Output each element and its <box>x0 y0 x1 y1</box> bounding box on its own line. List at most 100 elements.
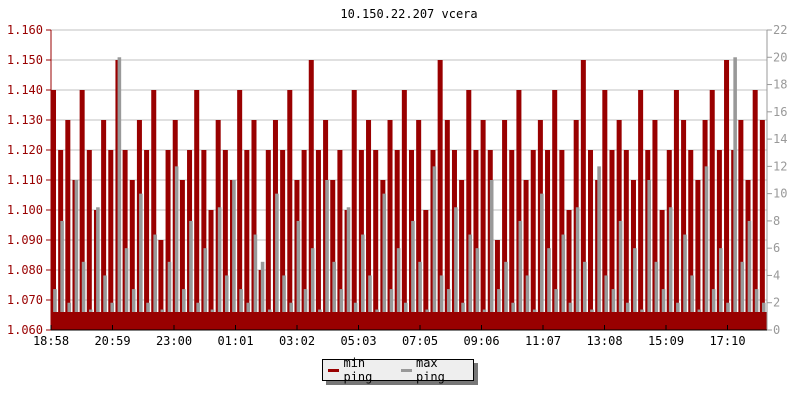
left-tick-label: 1.150 <box>7 53 43 67</box>
max-ping-bar <box>361 234 365 330</box>
min-ping-bar <box>602 90 608 330</box>
min-ping-bar <box>251 120 257 330</box>
max-ping-bar <box>217 207 222 330</box>
min-ping-bar <box>108 150 114 330</box>
max-ping-bar <box>382 193 387 330</box>
left-tick-label: 1.100 <box>7 203 43 217</box>
right-tick-label: 22 <box>773 23 787 37</box>
legend-item-min-ping: min ping <box>328 356 395 384</box>
min-ping-bar <box>165 150 171 330</box>
x-tick-label: 23:00 <box>156 334 192 348</box>
min-ping-bar <box>244 150 250 330</box>
max-ping-bar <box>747 220 752 330</box>
min-ping-bar <box>337 150 343 330</box>
max-ping-bar <box>296 220 301 330</box>
legend-label: max ping <box>415 356 445 384</box>
max-ping-bar <box>454 207 458 330</box>
min-ping-bar <box>738 120 744 330</box>
x-tick-label: 18:58 <box>33 334 69 348</box>
max-ping-bar <box>60 220 64 330</box>
max-ping-bar <box>582 261 587 330</box>
left-tick-label: 1.090 <box>7 233 43 247</box>
right-tick-label: 8 <box>773 214 780 228</box>
x-tick-label: 11:07 <box>525 334 561 348</box>
min-ping-bar <box>724 60 730 330</box>
min-ping-bar <box>416 120 422 330</box>
legend: min ping max ping <box>322 356 474 384</box>
min-ping-bar <box>301 150 307 330</box>
max-ping-bar <box>597 166 601 330</box>
max-ping-bar <box>339 289 344 330</box>
min-ping-bar <box>86 150 92 330</box>
chart-title: 10.150.22.207 vcera <box>340 7 477 21</box>
min-ping-bar <box>401 90 407 330</box>
min-ping-bar <box>681 120 687 330</box>
right-tick-label: 14 <box>773 132 787 146</box>
max-ping-bar <box>489 180 494 330</box>
min-ping-bar <box>523 180 529 330</box>
axes: 1.060 1.070 1.080 1.090 1.100 1.110 1.120 1.130… <box>7 23 788 348</box>
left-tick-label: 1.080 <box>7 263 43 277</box>
max-ping-bar <box>253 234 258 330</box>
min-ping-bar <box>473 150 479 330</box>
max-ping-bar <box>554 289 558 330</box>
min-ping-bar <box>280 150 286 330</box>
min-ping-bar <box>287 90 293 330</box>
left-tick-label: 1.160 <box>7 23 43 37</box>
right-tick-label: 20 <box>773 50 787 64</box>
min-ping-bar <box>480 120 486 330</box>
max-ping-bar <box>224 275 229 330</box>
right-tick-label: 16 <box>773 105 787 119</box>
max-ping-bar <box>668 207 673 330</box>
x-tick-label: 07:05 <box>402 334 438 348</box>
min-ping-bar <box>65 120 71 330</box>
max-ping-bar <box>633 248 637 330</box>
max-ping-bar <box>432 166 437 330</box>
min-ping-bar <box>144 150 150 330</box>
min-ping-bar <box>101 120 107 330</box>
min-ping-bar <box>530 150 536 330</box>
min-ping-bar <box>516 90 522 330</box>
min-ping-swatch <box>328 368 340 372</box>
min-ping-bar <box>158 240 164 330</box>
max-ping-bar <box>332 261 336 330</box>
x-tick-label: 05:03 <box>340 334 376 348</box>
max-ping-bar <box>325 180 329 330</box>
max-ping-bar <box>389 289 394 330</box>
right-tick-label: 10 <box>773 187 787 201</box>
max-ping-bar <box>310 248 315 330</box>
min-ping-bar <box>466 90 472 330</box>
max-ping-bar <box>740 261 745 330</box>
left-tick-label: 1.130 <box>7 113 43 127</box>
max-ping-bar <box>167 261 172 330</box>
min-ping-bar <box>609 150 615 330</box>
max-ping-bar <box>661 289 666 330</box>
max-ping-bar <box>275 193 279 330</box>
min-ping-bar <box>673 90 679 330</box>
max-ping-swatch <box>400 368 412 372</box>
right-tick-label: 4 <box>773 268 780 282</box>
bars <box>51 57 767 330</box>
min-ping-bar <box>759 120 765 330</box>
right-tick-label: 12 <box>773 159 787 173</box>
min-ping-bar <box>194 90 200 330</box>
min-ping-bar <box>444 120 450 330</box>
right-tick-label: 0 <box>773 323 780 337</box>
max-ping-bar <box>618 220 623 330</box>
x-tick-label: 09:06 <box>463 334 499 348</box>
max-ping-bar <box>733 57 737 330</box>
min-ping-bar <box>151 90 157 330</box>
right-tick-label: 18 <box>773 78 787 92</box>
max-ping-bar <box>368 275 372 330</box>
min-ping-bar <box>716 150 722 330</box>
max-ping-bar <box>497 289 501 330</box>
min-ping-bar <box>330 180 336 330</box>
left-tick-label: 1.120 <box>7 143 43 157</box>
max-ping-bar <box>346 207 351 330</box>
min-ping-bar <box>659 210 665 330</box>
max-ping-bar <box>103 275 107 330</box>
min-ping-bar <box>566 210 572 330</box>
max-ping-bar <box>139 193 143 330</box>
max-ping-bar <box>475 248 480 330</box>
min-ping-bar <box>265 150 271 330</box>
